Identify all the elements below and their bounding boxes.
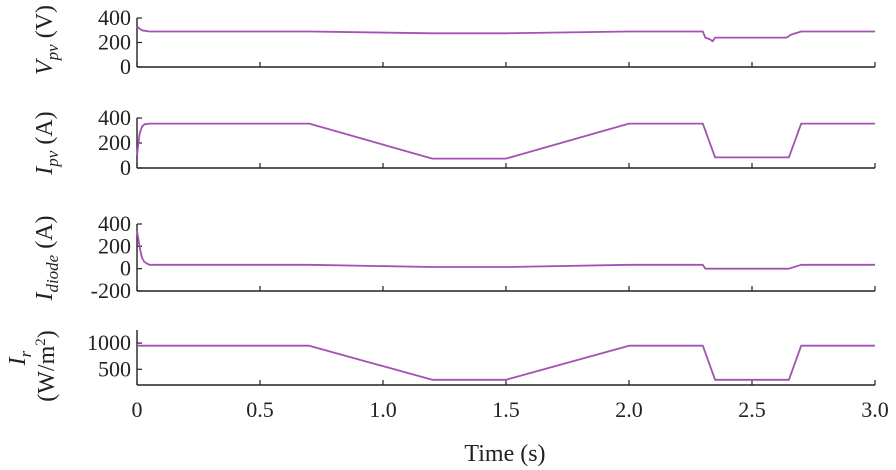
xtick-label: 3.0 — [861, 397, 889, 422]
ytick-label-idiode: 0 — [120, 256, 131, 281]
ylabel-vpv: Vpv (V) — [32, 5, 62, 75]
ytick-label-vpv: 200 — [98, 30, 131, 55]
ytick-label-ipv: 200 — [98, 130, 131, 155]
series-line-ipv — [136, 122, 875, 160]
ylabel-ir-symbol: Ir — [5, 350, 35, 366]
ytick-label-idiode: 400 — [98, 211, 131, 236]
x-axis-label: Time (s) — [464, 441, 545, 467]
xtick-label: 2.0 — [615, 397, 643, 422]
xtick-label: 0 — [132, 397, 143, 422]
ytick-label-ipv: 400 — [98, 105, 131, 130]
series-line-vpv — [136, 25, 875, 43]
ytick-label-ir: 500 — [98, 356, 131, 381]
xtick-label: 1.0 — [369, 397, 397, 422]
ytick-label-idiode: -200 — [91, 278, 131, 303]
ytick-label-vpv: 400 — [98, 5, 131, 30]
ylabel-idiode: Idiode (A) — [32, 215, 62, 301]
xtick-label: 2.5 — [738, 397, 766, 422]
xtick-label: 1.5 — [492, 397, 520, 422]
xtick-label: 0.5 — [246, 397, 274, 422]
ytick-label-idiode: 200 — [98, 233, 131, 258]
ylabel-ir-unit: (W/m2) — [33, 330, 60, 401]
series-line-idiode — [136, 230, 875, 270]
ytick-label-ir: 1000 — [87, 330, 131, 355]
ylabel-ipv: Ipv (A) — [32, 111, 62, 175]
ytick-label-vpv: 0 — [120, 54, 131, 79]
series-line-ir — [137, 344, 875, 381]
ytick-label-ipv: 0 — [120, 155, 131, 180]
